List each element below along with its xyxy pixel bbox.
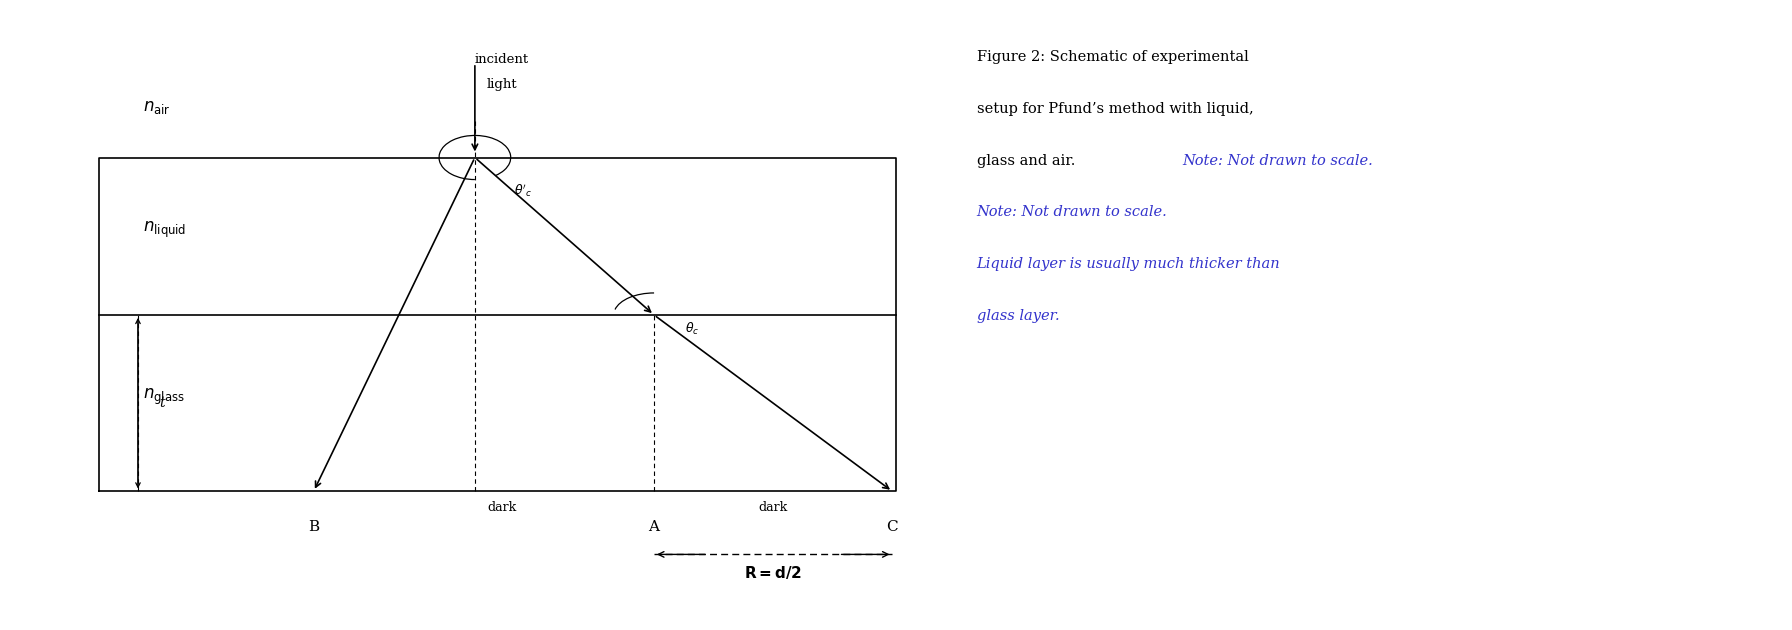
Text: $n_{\rm liquid}$: $n_{\rm liquid}$: [143, 220, 186, 240]
Text: Figure 2: Schematic of experimental: Figure 2: Schematic of experimental: [977, 50, 1249, 64]
Text: Liquid layer is usually much thicker than: Liquid layer is usually much thicker tha…: [977, 257, 1279, 271]
Text: B: B: [308, 520, 319, 534]
Text: glass layer.: glass layer.: [977, 309, 1059, 323]
Text: A: A: [649, 520, 659, 534]
Text: setup for Pfund’s method with liquid,: setup for Pfund’s method with liquid,: [977, 102, 1253, 116]
Text: incident: incident: [475, 53, 529, 66]
Text: dark: dark: [487, 501, 516, 514]
Text: $\mathbf{R = d/2}$: $\mathbf{R = d/2}$: [744, 564, 803, 581]
Text: glass and air.: glass and air.: [977, 154, 1079, 168]
Text: $\theta_c$: $\theta_c$: [685, 321, 699, 338]
Text: $n_{\rm air}$: $n_{\rm air}$: [143, 99, 170, 115]
Text: dark: dark: [758, 501, 788, 514]
Text: t: t: [159, 396, 165, 410]
Text: $n_{\rm glass}$: $n_{\rm glass}$: [143, 387, 185, 407]
Text: Note: Not drawn to scale.: Note: Not drawn to scale.: [977, 205, 1167, 219]
Text: Note: Not drawn to scale.: Note: Not drawn to scale.: [1183, 154, 1373, 168]
Text: $\theta'_c$: $\theta'_c$: [514, 183, 532, 199]
Text: light: light: [486, 78, 518, 91]
Text: C: C: [887, 520, 898, 534]
